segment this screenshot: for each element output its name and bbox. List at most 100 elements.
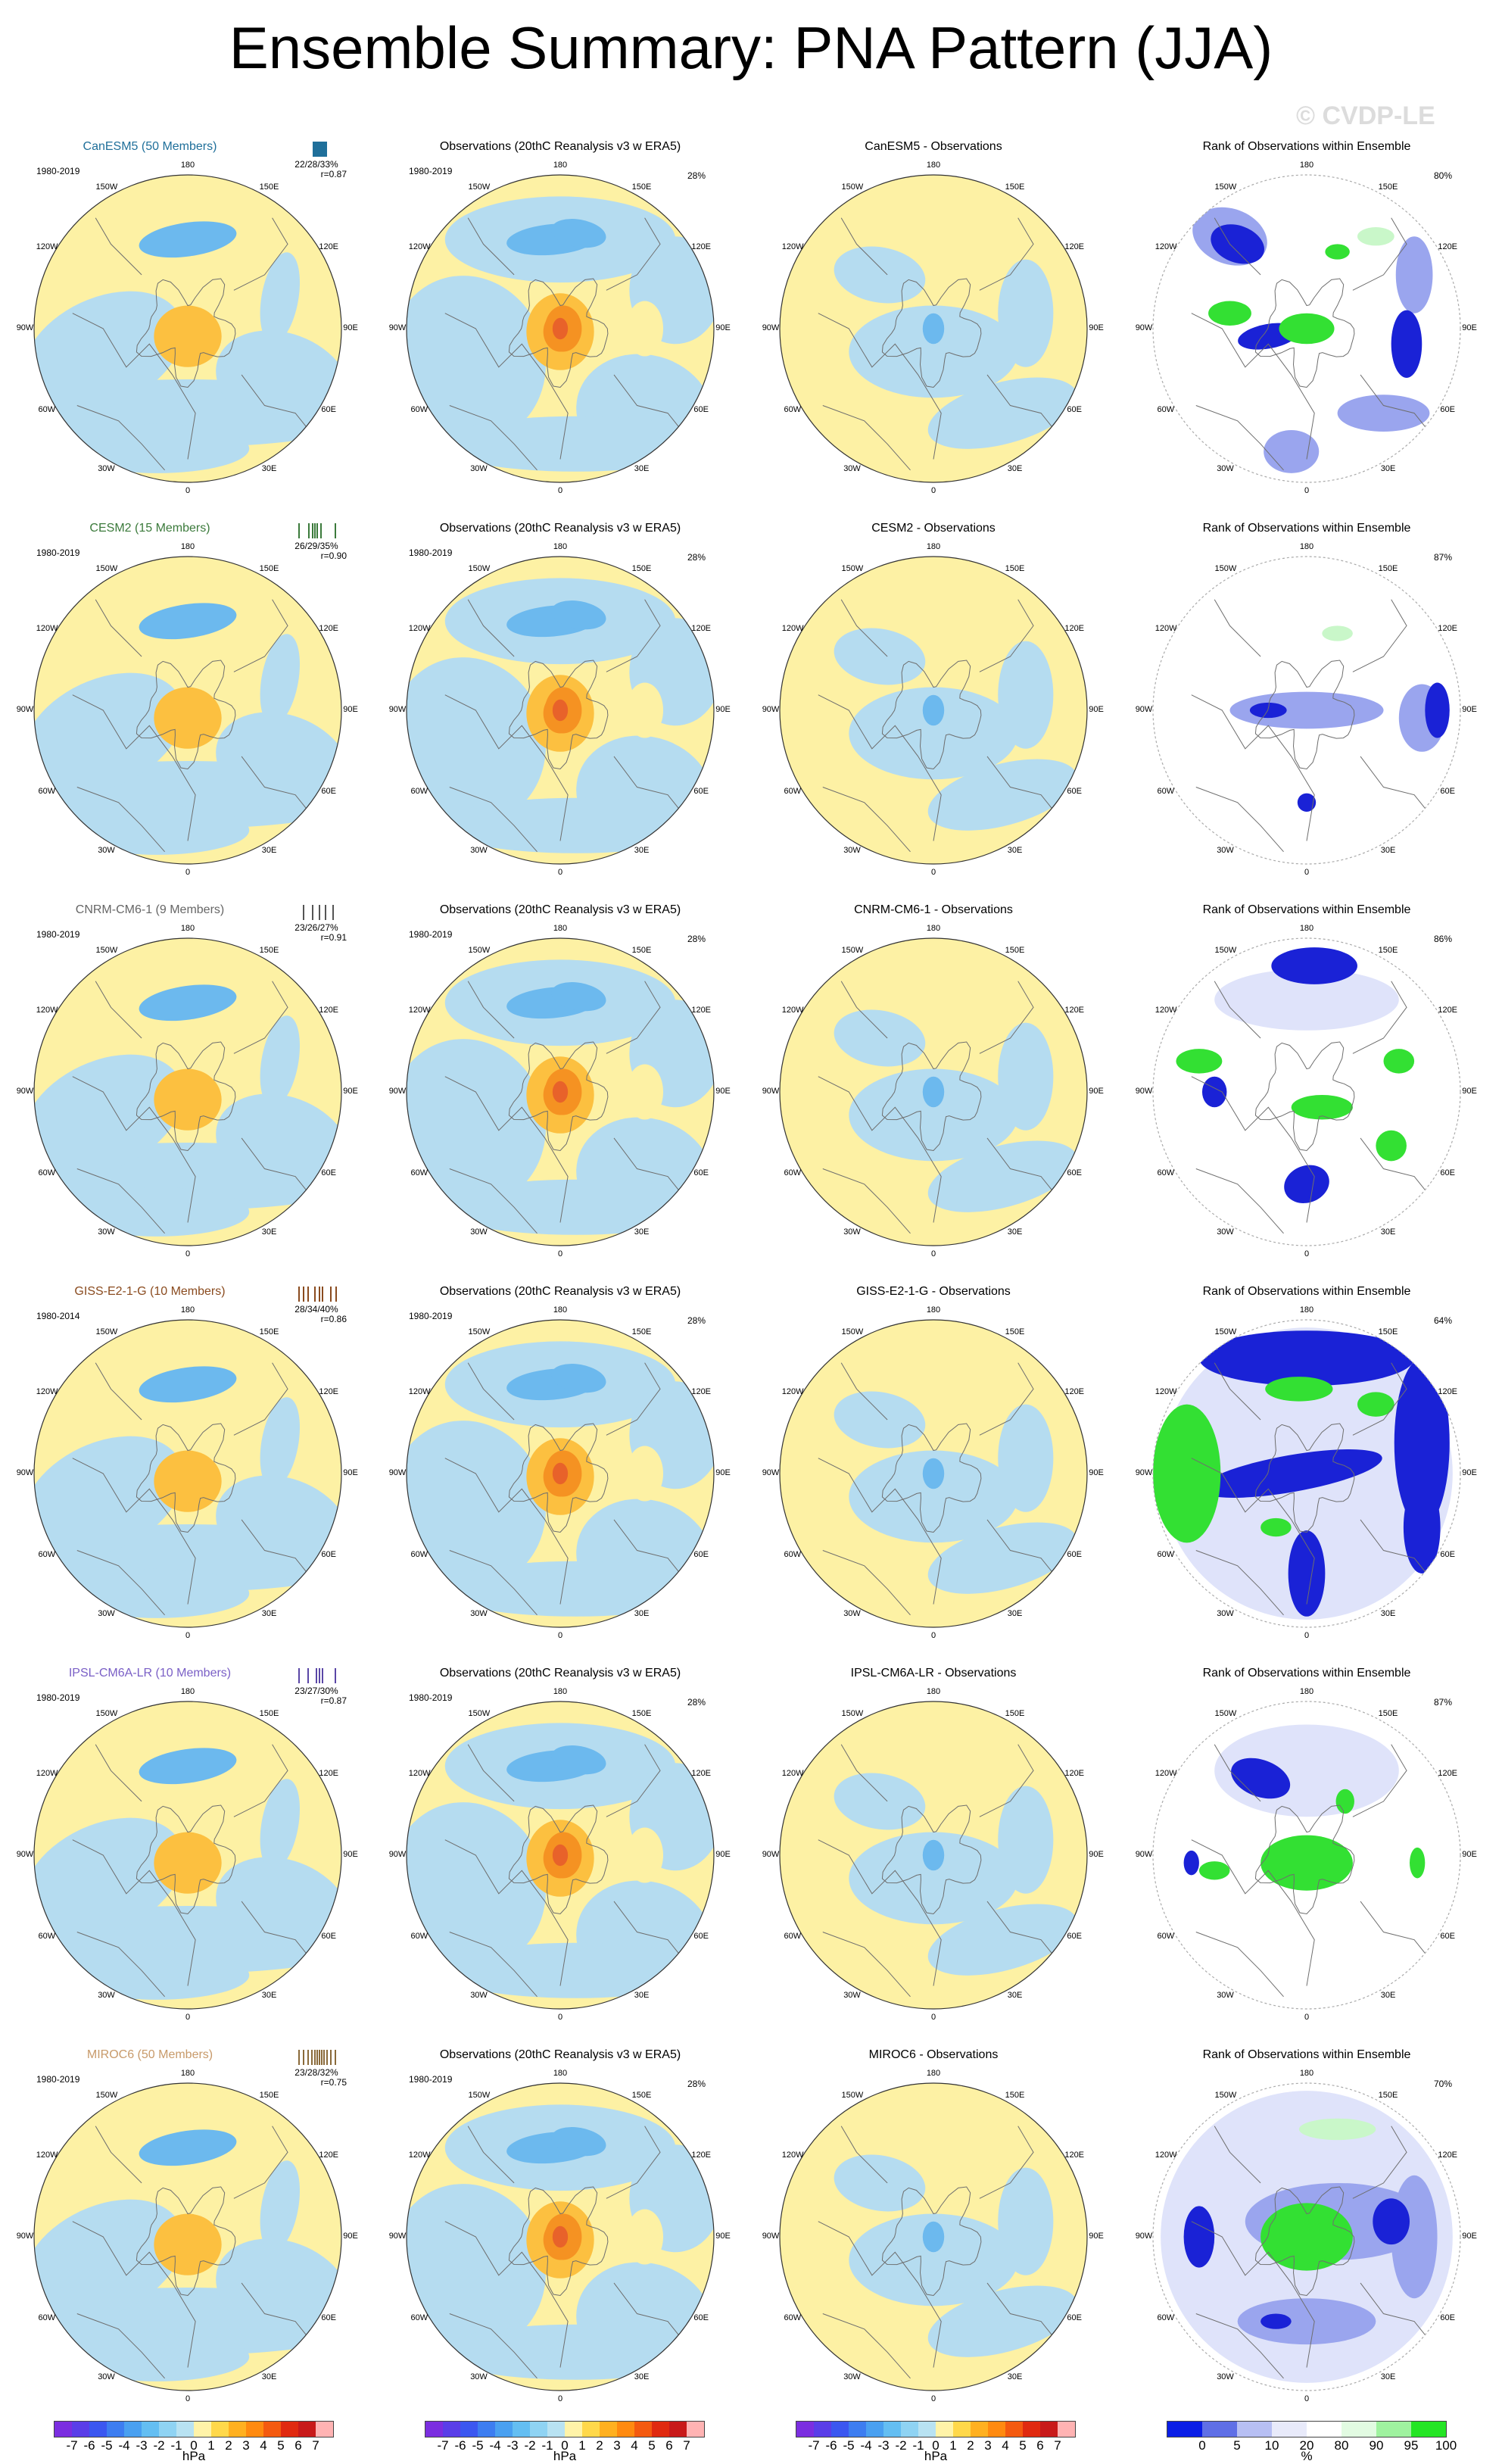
member-tick xyxy=(326,142,327,157)
field-region xyxy=(139,984,237,1021)
longitude-label: 120W xyxy=(1155,1386,1177,1396)
member-tick xyxy=(319,1668,320,1683)
longitude-label: 90W xyxy=(762,1468,780,1477)
colorbar-tick: -1 xyxy=(912,2438,924,2453)
longitude-label: 60W xyxy=(1157,1168,1175,1177)
field-region xyxy=(170,1456,205,1497)
longitude-label: 90W xyxy=(388,1850,407,1859)
longitude-label: 120E xyxy=(691,623,712,633)
field-region xyxy=(1376,1130,1407,1162)
colorbar-tick: 4 xyxy=(1002,2438,1009,2453)
coastline xyxy=(613,1519,687,1582)
colorbar-tick: -7 xyxy=(808,2438,820,2453)
longitude-label: 180 xyxy=(926,924,941,933)
coastline xyxy=(444,1839,569,1986)
colorbar-tick: 6 xyxy=(1036,2438,1044,2453)
colorbar-tick: -2 xyxy=(524,2438,536,2453)
coastline xyxy=(467,217,515,276)
longitude-label: 120W xyxy=(36,2150,58,2160)
longitude-label: 150E xyxy=(259,1327,279,1336)
longitude-label: 90W xyxy=(1135,323,1153,332)
field-region xyxy=(1357,227,1394,246)
longitude-label: 90W xyxy=(1135,1850,1153,1859)
coastline xyxy=(72,1458,196,1605)
field-region xyxy=(216,2238,341,2343)
longitude-label: 60E xyxy=(321,1549,336,1559)
field-region xyxy=(407,276,546,444)
field-region xyxy=(551,2127,606,2157)
longitude-label: 180 xyxy=(926,161,941,170)
coastline xyxy=(986,756,1060,819)
field-region xyxy=(170,2219,205,2260)
field-region xyxy=(1229,691,1384,729)
field-region xyxy=(927,1140,1077,1212)
coastline xyxy=(95,2126,142,2184)
obs-panel-title: Observations (20thC Reanalysis v3 w ERA5… xyxy=(439,903,681,916)
map-border xyxy=(406,937,715,1246)
member-tick xyxy=(335,2050,336,2065)
longitude-label: 30E xyxy=(634,1991,650,2001)
field-region xyxy=(170,1838,205,1879)
coastline xyxy=(881,1423,982,1533)
coastline xyxy=(1191,2221,1315,2368)
longitude-label: 0 xyxy=(185,2013,191,2022)
member-tick xyxy=(298,2050,300,2065)
field-region xyxy=(170,693,205,734)
longitude-label: 90W xyxy=(16,1850,34,1859)
colorbar-swatch xyxy=(1272,2422,1307,2437)
longitude-label: 120W xyxy=(408,1386,431,1396)
field-region xyxy=(1391,310,1423,378)
longitude-label: 150E xyxy=(631,945,652,955)
longitude-label: 60W xyxy=(38,1549,56,1559)
longitude-label: 30W xyxy=(98,2372,115,2382)
member-tick xyxy=(314,142,316,157)
member-strip xyxy=(294,523,341,538)
ensemble-stats: 26/29/35% r=0.90 xyxy=(286,541,347,561)
longitude-label: 120E xyxy=(691,2150,712,2160)
coastline xyxy=(613,1901,687,1963)
longitude-label: 90E xyxy=(1089,1850,1104,1859)
field-region xyxy=(552,317,569,340)
member-tick xyxy=(335,1287,338,1302)
longitude-label: 150W xyxy=(95,1708,118,1718)
coastline xyxy=(449,405,538,471)
longitude-label: 60E xyxy=(1440,2313,1455,2322)
coastline xyxy=(1254,660,1355,770)
colorbar-swatch xyxy=(298,2422,316,2437)
map-border xyxy=(779,1701,1088,2010)
longitude-label: 30W xyxy=(843,2372,861,2382)
colorbar-swatch xyxy=(229,2422,246,2437)
rank-panel-title: Rank of Observations within Ensemble xyxy=(1202,2048,1411,2061)
colorbar-swatch xyxy=(936,2422,953,2437)
obs-panel-title: Observations (20thC Reanalysis v3 w ERA5… xyxy=(439,140,681,153)
longitude-label: 180 xyxy=(1299,161,1314,170)
longitude-label: 120E xyxy=(691,1768,712,1778)
field-region xyxy=(922,1458,945,1489)
map-border xyxy=(406,174,715,483)
field-region xyxy=(407,1802,546,1970)
longitude-label: 90E xyxy=(1089,705,1104,714)
field-region xyxy=(1403,1481,1441,1574)
coastline xyxy=(136,2186,236,2297)
model-map xyxy=(33,937,342,1246)
diff-panel-title: GISS-E2-1-G - Observations xyxy=(856,1285,1011,1298)
member-tick xyxy=(308,523,310,538)
obs-map xyxy=(406,556,715,865)
longitude-label: 90E xyxy=(1462,2232,1477,2241)
coastline xyxy=(1214,2126,1261,2184)
longitude-label: 30E xyxy=(1380,464,1396,474)
longitude-label: 90W xyxy=(388,1468,407,1477)
field-region xyxy=(1265,1377,1333,1402)
rank-panel-title: Rank of Observations within Ensemble xyxy=(1202,140,1411,153)
diff-map xyxy=(779,2082,1088,2391)
coastline xyxy=(233,981,288,1054)
obs-map xyxy=(406,174,715,483)
coastline xyxy=(233,217,288,291)
colorbar-swatch xyxy=(582,2422,600,2437)
colorbar-tick: -3 xyxy=(877,2438,890,2453)
colorbar-tick: 7 xyxy=(683,2438,690,2453)
longitude-label: 90E xyxy=(715,2232,731,2241)
longitude-label: 90W xyxy=(1135,1468,1153,1477)
coastline xyxy=(606,1744,661,1817)
field-region xyxy=(1176,1049,1223,1074)
